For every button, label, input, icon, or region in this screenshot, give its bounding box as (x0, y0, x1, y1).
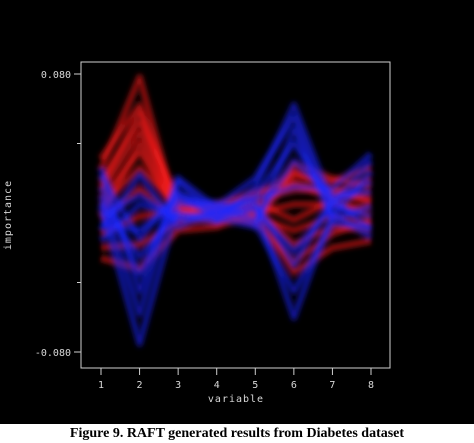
x-axis-label: variable (208, 394, 264, 405)
figure-caption: Figure 9. RAFT generated results from Di… (69, 426, 405, 441)
series-line-21 (100, 197, 372, 267)
x-tick-label-8: 8 (368, 380, 374, 391)
x-tick-label-3: 3 (175, 380, 181, 391)
y-axis-label: importance (3, 180, 14, 250)
x-tick-label-1: 1 (98, 380, 104, 391)
x-tick-label-4: 4 (214, 380, 220, 391)
x-tick-label-7: 7 (329, 380, 335, 391)
y-tick-label-0.080: 0.080 (41, 70, 71, 81)
series-line-18 (100, 203, 372, 319)
x-tick-label-5: 5 (252, 380, 258, 391)
axes-layer: 1 2 3 4 5 6 7 8 0.080 -0.080 (35, 70, 374, 391)
series-lines-layer (96, 73, 375, 348)
x-tick-label-2: 2 (137, 380, 143, 391)
plot-frame (80, 61, 391, 369)
chart-svg: 1 2 3 4 5 6 7 8 0.080 -0.080 variable importance (3, 61, 391, 405)
y-tick-label--0.080: -0.080 (35, 348, 71, 359)
chart-panel: 1 2 3 4 5 6 7 8 0.080 -0.080 variable importance (0, 0, 474, 424)
x-tick-label-6: 6 (291, 380, 297, 391)
